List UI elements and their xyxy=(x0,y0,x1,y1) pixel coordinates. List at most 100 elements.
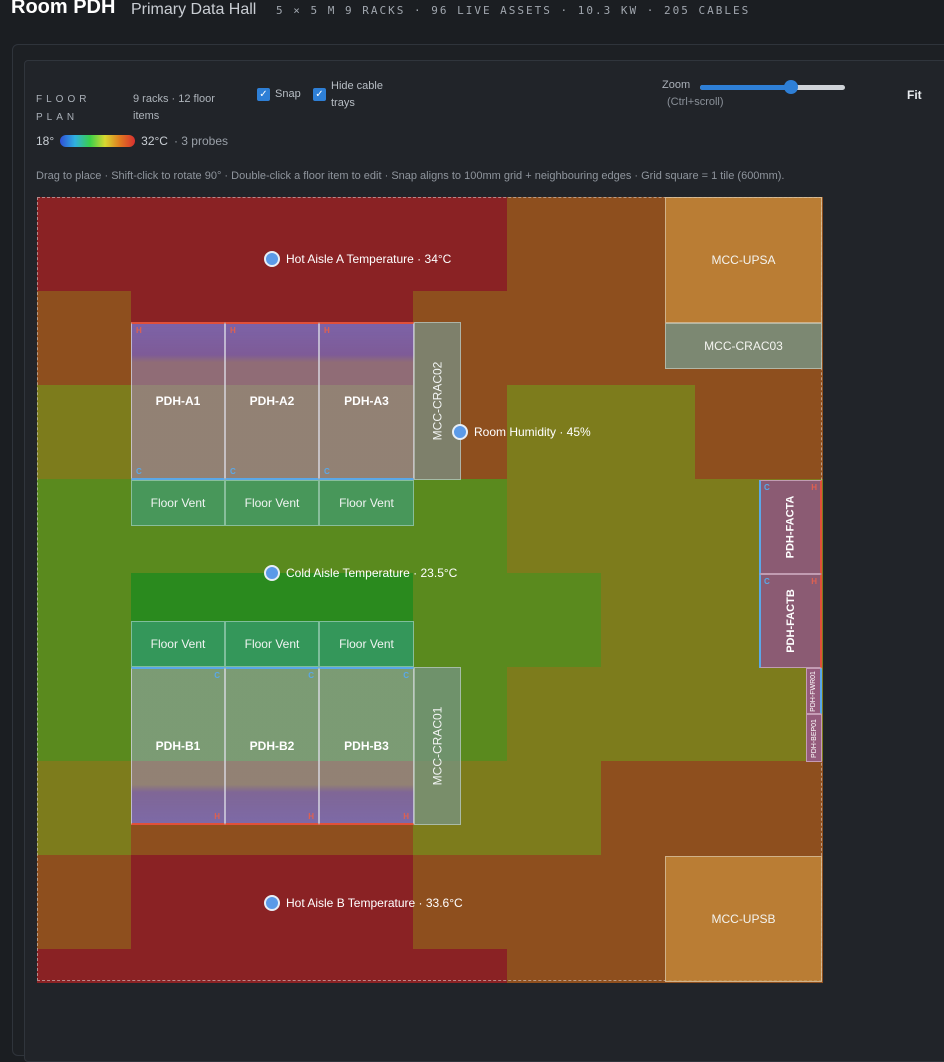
mcc-upsb[interactable]: MCC-UPSB xyxy=(665,856,822,982)
probe-dot-icon xyxy=(452,424,468,440)
probe-label: Room Humidity · 45% xyxy=(474,425,591,439)
heatmap-cell xyxy=(37,667,131,761)
hot-tag: H xyxy=(308,812,314,821)
rack-pdh-b1[interactable]: PDH-B1 C H xyxy=(131,667,225,825)
heatmap-cell xyxy=(413,855,507,949)
probe-hot-aisle-a[interactable]: Hot Aisle A Temperature · 34°C xyxy=(264,251,451,267)
heatmap-cell xyxy=(225,949,319,983)
heatmap-cell xyxy=(507,667,601,761)
zoom-label: Zoom xyxy=(662,79,691,91)
legend-max: 32°C xyxy=(141,134,168,148)
rack-label: PDH-B1 xyxy=(155,739,201,753)
crac-unit-02[interactable]: MCC-CRAC02 xyxy=(414,322,461,480)
heatmap-cell xyxy=(131,197,225,291)
heatmap-cell xyxy=(225,197,319,291)
hot-tag: H xyxy=(811,577,817,586)
rack-pdh-bep01[interactable]: PDH-BEP01 xyxy=(806,714,822,762)
floor-vent[interactable]: Floor Vent xyxy=(319,480,414,526)
hot-tag: H xyxy=(230,326,236,335)
probe-label: Hot Aisle B Temperature · 33.6°C xyxy=(286,896,463,910)
legend-gradient xyxy=(60,135,136,147)
rack-pdh-b3[interactable]: PDH-B3 C H xyxy=(319,667,414,825)
crac-unit-01[interactable]: MCC-CRAC01 xyxy=(414,667,461,825)
heatmap-cell xyxy=(319,855,413,949)
snap-toggle[interactable]: ✓ Snap xyxy=(257,86,301,103)
floor-vent[interactable]: Floor Vent xyxy=(225,621,319,667)
heatmap-cell xyxy=(37,761,131,855)
probe-room-humidity[interactable]: Room Humidity · 45% xyxy=(452,424,591,440)
heatmap-cell xyxy=(319,197,413,291)
heatmap-cell xyxy=(131,949,225,983)
heatmap-cell xyxy=(601,761,695,855)
rack-label: PDH-BEP01 xyxy=(810,718,818,758)
rack-pdh-a2[interactable]: PDH-A2 H C xyxy=(225,322,319,480)
zoom-thumb[interactable] xyxy=(784,80,799,94)
heatmap-cell xyxy=(37,949,131,983)
floor-vent[interactable]: Floor Vent xyxy=(225,480,319,526)
temperature-legend: 18° 32°C · 3 probes xyxy=(36,134,228,148)
heatmap-cell xyxy=(37,291,131,385)
rack-pdh-fwr01[interactable]: PDH-FWR01 xyxy=(806,668,822,714)
heatmap-cell xyxy=(601,479,695,573)
cold-tag: C xyxy=(764,483,770,492)
hot-tag: H xyxy=(214,812,220,821)
snap-label: Snap xyxy=(275,88,301,100)
rack-pdh-factb[interactable]: PDH-FACTB C H xyxy=(759,574,822,668)
mcc-upsa[interactable]: MCC-UPSA xyxy=(665,197,822,323)
fit-button[interactable]: Fit xyxy=(907,88,922,102)
rack-label: PDH-B3 xyxy=(344,739,389,753)
rack-pdh-a3[interactable]: PDH-A3 H C xyxy=(319,322,414,480)
probe-dot-icon xyxy=(264,565,280,581)
rack-pdh-facta[interactable]: PDH-FACTA C H xyxy=(759,480,822,574)
cold-tag: C xyxy=(214,671,220,680)
probe-label: Cold Aisle Temperature · 23.5°C xyxy=(286,566,458,580)
rack-label: PDH-FACTA xyxy=(784,495,797,559)
floor-vent[interactable]: Floor Vent xyxy=(319,621,414,667)
heatmap-cell xyxy=(601,573,695,667)
rack-pdh-a1[interactable]: PDH-A1 H C xyxy=(131,322,225,480)
heatmap-cell xyxy=(507,949,601,983)
crac-label: MCC-CRAC02 xyxy=(430,361,445,441)
page-title: Room PDH xyxy=(11,0,116,18)
hot-tag: H xyxy=(136,326,142,335)
rack-pdh-b2[interactable]: PDH-B2 C H xyxy=(225,667,319,825)
heatmap-cell xyxy=(37,855,131,949)
probe-cold-aisle[interactable]: Cold Aisle Temperature · 23.5°C xyxy=(264,565,457,581)
snap-checkbox[interactable]: ✓ xyxy=(257,88,270,101)
probe-hot-aisle-b[interactable]: Hot Aisle B Temperature · 33.6°C xyxy=(264,895,463,911)
hide-trays-label: Hide cable trays xyxy=(331,80,383,109)
room-stats: 5 × 5 M 9 RACKS · 96 LIVE ASSETS · 10.3 … xyxy=(276,4,751,17)
hide-trays-checkbox[interactable]: ✓ xyxy=(313,88,326,101)
cold-tag: C xyxy=(230,467,236,476)
zoom-hint: (Ctrl+scroll) xyxy=(667,96,724,108)
floor-vent[interactable]: Floor Vent xyxy=(131,621,225,667)
heatmap-cell xyxy=(413,197,507,291)
floor-vent[interactable]: Floor Vent xyxy=(131,480,225,526)
heatmap-cell xyxy=(601,385,695,479)
instructions-hint: Drag to place · Shift-click to rotate 90… xyxy=(36,170,785,182)
zoom-slider[interactable] xyxy=(700,80,845,94)
heatmap-cell xyxy=(413,949,507,983)
floor-plan-summary: 9 racks · 12 floor items xyxy=(133,93,215,122)
heatmap-cell xyxy=(695,667,789,761)
heatmap-cell xyxy=(601,667,695,761)
cold-tag: C xyxy=(308,671,314,680)
rack-label: PDH-A3 xyxy=(344,394,389,408)
heatmap-cell xyxy=(413,479,507,573)
hot-tag: H xyxy=(811,483,817,492)
hide-cable-trays-toggle[interactable]: ✓ Hide cable trays xyxy=(313,78,403,112)
hot-tag: H xyxy=(324,326,330,335)
heatmap-cell xyxy=(319,949,413,983)
zoom-fill xyxy=(700,85,792,90)
heatmap-cell xyxy=(37,385,131,479)
mcc-crac03[interactable]: MCC-CRAC03 xyxy=(665,323,822,369)
crac-label: MCC-CRAC01 xyxy=(430,706,445,786)
heatmap-cell xyxy=(695,761,789,855)
heatmap-cell xyxy=(507,573,601,667)
cold-tag: C xyxy=(324,467,330,476)
heatmap-cell xyxy=(507,761,601,855)
legend-min: 18° xyxy=(36,134,55,148)
heatmap-cell xyxy=(507,385,601,479)
heatmap-cell xyxy=(695,385,789,479)
probe-dot-icon xyxy=(264,251,280,267)
